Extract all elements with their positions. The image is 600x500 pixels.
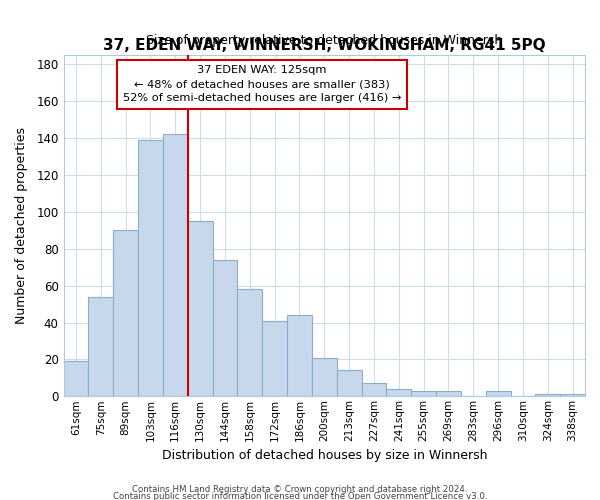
Bar xyxy=(411,390,436,396)
Bar xyxy=(362,384,386,396)
Bar xyxy=(212,260,238,396)
Y-axis label: Number of detached properties: Number of detached properties xyxy=(15,127,28,324)
Bar xyxy=(386,389,411,396)
Text: Size of property relative to detached houses in Winnersh: Size of property relative to detached ho… xyxy=(146,34,502,46)
Bar xyxy=(262,320,287,396)
Bar xyxy=(287,315,312,396)
Bar xyxy=(337,370,362,396)
Text: Contains public sector information licensed under the Open Government Licence v3: Contains public sector information licen… xyxy=(113,492,487,500)
Bar xyxy=(163,134,188,396)
Bar xyxy=(113,230,138,396)
X-axis label: Distribution of detached houses by size in Winnersh: Distribution of detached houses by size … xyxy=(161,450,487,462)
Title: 37, EDEN WAY, WINNERSH, WOKINGHAM, RG41 5PQ: 37, EDEN WAY, WINNERSH, WOKINGHAM, RG41 … xyxy=(103,38,545,52)
Text: Contains HM Land Registry data © Crown copyright and database right 2024.: Contains HM Land Registry data © Crown c… xyxy=(132,486,468,494)
Bar xyxy=(238,290,262,397)
Text: 37 EDEN WAY: 125sqm
← 48% of detached houses are smaller (383)
52% of semi-detac: 37 EDEN WAY: 125sqm ← 48% of detached ho… xyxy=(122,66,401,104)
Bar xyxy=(138,140,163,396)
Bar xyxy=(312,358,337,397)
Bar xyxy=(535,394,560,396)
Bar xyxy=(188,221,212,396)
Bar xyxy=(436,390,461,396)
Bar xyxy=(485,390,511,396)
Bar xyxy=(88,296,113,396)
Bar xyxy=(64,361,88,396)
Bar xyxy=(560,394,585,396)
